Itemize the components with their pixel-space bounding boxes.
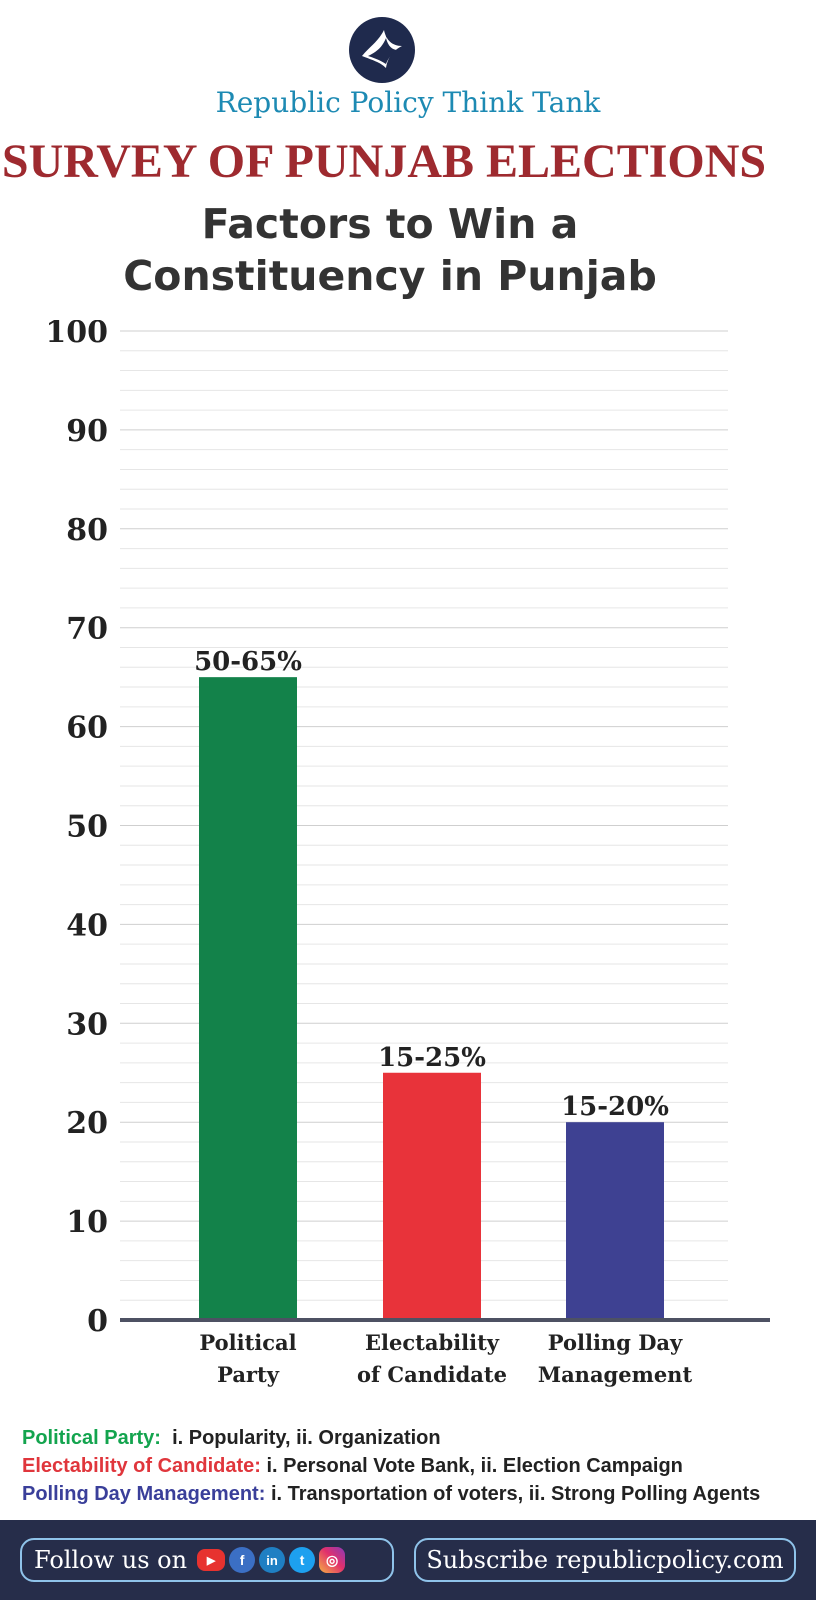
y-tick-label: 40 (66, 908, 108, 943)
follow-us-label: Follow us on (34, 1546, 188, 1574)
factor-notes: Political Party: i. Popularity, ii. Orga… (22, 1424, 812, 1508)
y-tick-label: 50 (66, 810, 108, 845)
note-text: i. Popularity, ii. Organization (172, 1427, 441, 1449)
y-tick-label: 90 (66, 414, 108, 449)
republic-policy-logo (349, 17, 415, 83)
y-tick-label: 80 (66, 513, 108, 548)
note-label: Political Party: (22, 1427, 161, 1449)
x-tick-label: Polling Day (548, 1330, 683, 1355)
note-electability: Electability of Candidate: i. Personal V… (22, 1452, 812, 1480)
chart-title: Factors to Win a Constituency in Punjab (0, 198, 780, 302)
facebook-icon[interactable]: f (229, 1547, 256, 1573)
y-tick-label: 60 (66, 711, 108, 746)
y-tick-label: 30 (66, 1007, 108, 1042)
youtube-icon[interactable]: ▶ (197, 1549, 226, 1571)
note-text: i. Transportation of voters, ii. Strong … (270, 1483, 761, 1505)
data-label: 15-25% (378, 1043, 486, 1073)
note-political-party: Political Party: i. Popularity, ii. Orga… (22, 1424, 812, 1452)
x-tick-label: Political (199, 1330, 296, 1355)
y-tick-label: 20 (66, 1106, 108, 1141)
subscribe-text: Subscribe republicpolicy.com (426, 1546, 784, 1574)
twitter-icon[interactable]: t (289, 1547, 316, 1573)
x-tick-label: of Candidate (357, 1362, 507, 1387)
bar-chart: 0 10 20 30 40 50 60 70 80 90 100 50-65% Political Par… (45, 320, 770, 1387)
chart-title-line-1: Factors to Win a (201, 200, 579, 248)
y-tick-label: 100 (45, 320, 108, 350)
instagram-icon[interactable]: ◎ (319, 1547, 346, 1573)
note-polling-day: Polling Day Management: i. Transportatio… (22, 1480, 812, 1508)
subscribe-box[interactable]: Subscribe republicpolicy.com (414, 1538, 796, 1582)
y-tick-label: 0 (87, 1304, 108, 1339)
data-label: 50-65% (194, 647, 302, 677)
note-label: Electability of Candidate: (22, 1455, 261, 1477)
x-tick-label: Party (217, 1362, 280, 1387)
y-tick-label: 70 (66, 612, 108, 647)
bar (199, 677, 297, 1320)
y-tick-label: 10 (66, 1205, 108, 1240)
linkedin-icon[interactable]: in (259, 1547, 286, 1573)
x-tick-label: Electability (365, 1330, 500, 1355)
follow-us-box: Follow us on ▶ f in t ◎ (20, 1538, 394, 1582)
footer-bar: Follow us on ▶ f in t ◎ Subscribe republ… (0, 1520, 816, 1600)
chart-title-line-2: Constituency in Punjab (123, 252, 657, 300)
data-label: 15-20% (561, 1092, 669, 1122)
organization-name: Republic Policy Think Tank (215, 86, 601, 119)
x-tick-label: Management (538, 1362, 693, 1387)
survey-title: SURVEY OF PUNJAB ELECTIONS (1, 135, 767, 188)
note-text: i. Personal Vote Bank, ii. Election Camp… (266, 1455, 683, 1477)
bar (566, 1122, 664, 1320)
bar (383, 1072, 481, 1320)
note-label: Polling Day Management: (22, 1483, 266, 1505)
